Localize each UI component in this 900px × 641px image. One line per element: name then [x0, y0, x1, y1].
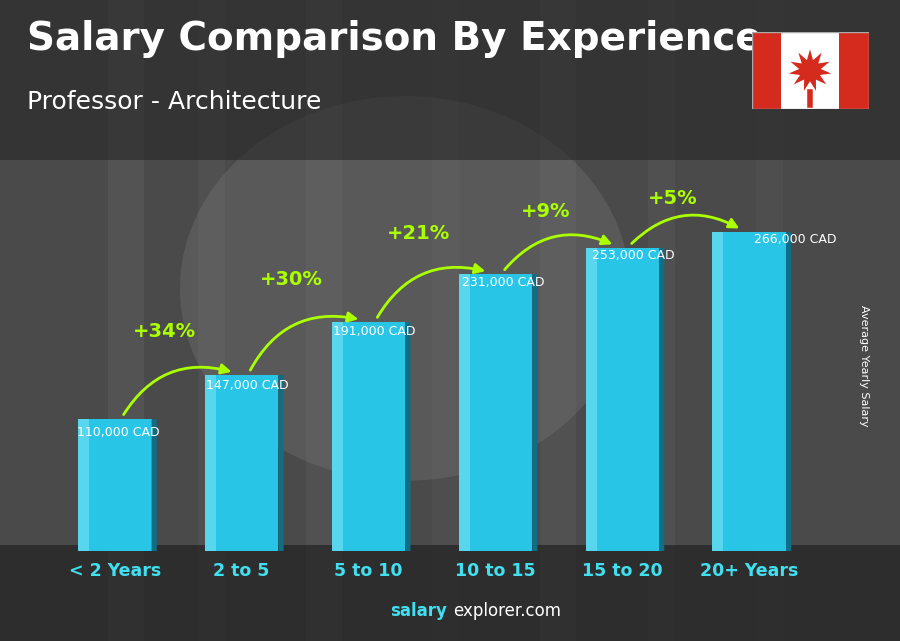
- Text: Average Yearly Salary: Average Yearly Salary: [859, 304, 869, 426]
- Bar: [713, 232, 724, 551]
- Polygon shape: [786, 232, 791, 551]
- Text: 191,000 CAD: 191,000 CAD: [333, 326, 416, 338]
- Bar: [756, 0, 783, 641]
- Bar: [198, 0, 225, 641]
- Bar: [540, 0, 576, 641]
- Bar: [432, 0, 459, 641]
- Bar: [586, 248, 597, 551]
- Polygon shape: [532, 274, 537, 551]
- Bar: [306, 0, 342, 641]
- Text: +21%: +21%: [387, 224, 450, 243]
- Text: Salary Comparison By Experience: Salary Comparison By Experience: [27, 20, 761, 58]
- Text: 231,000 CAD: 231,000 CAD: [463, 276, 545, 289]
- Bar: [648, 0, 675, 641]
- Polygon shape: [788, 49, 832, 91]
- Bar: [0, 545, 900, 641]
- Text: 110,000 CAD: 110,000 CAD: [76, 426, 159, 439]
- Bar: [78, 419, 89, 551]
- Text: 253,000 CAD: 253,000 CAD: [592, 249, 674, 262]
- Bar: [332, 322, 405, 551]
- Bar: [713, 232, 786, 551]
- Polygon shape: [151, 419, 157, 551]
- Ellipse shape: [180, 96, 630, 481]
- Bar: [205, 375, 278, 551]
- Bar: [839, 32, 868, 109]
- Bar: [586, 248, 659, 551]
- Text: 147,000 CAD: 147,000 CAD: [206, 379, 289, 392]
- Bar: [78, 419, 151, 551]
- Polygon shape: [405, 322, 410, 551]
- Text: explorer.com: explorer.com: [453, 603, 561, 620]
- Text: Professor - Architecture: Professor - Architecture: [27, 90, 321, 114]
- Polygon shape: [278, 375, 284, 551]
- Text: +34%: +34%: [133, 322, 196, 342]
- Text: +5%: +5%: [647, 189, 698, 208]
- Bar: [752, 32, 781, 109]
- Bar: [0, 0, 900, 160]
- Bar: [332, 322, 343, 551]
- Polygon shape: [659, 248, 664, 551]
- Bar: [459, 274, 470, 551]
- Text: +9%: +9%: [521, 203, 571, 221]
- Bar: [205, 375, 216, 551]
- Bar: [459, 274, 532, 551]
- Text: +30%: +30%: [260, 270, 323, 288]
- Bar: [108, 0, 144, 641]
- Text: salary: salary: [391, 603, 447, 620]
- Text: 266,000 CAD: 266,000 CAD: [754, 233, 837, 246]
